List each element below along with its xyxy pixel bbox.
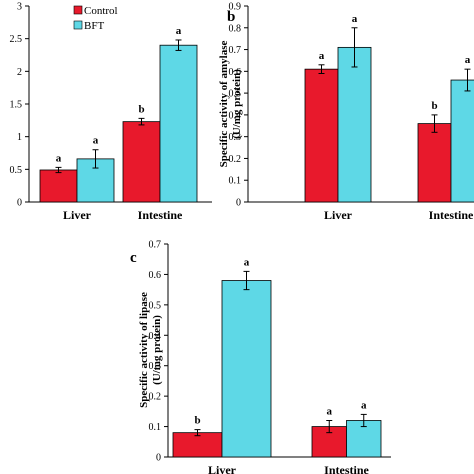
category-label: Intestine [429, 208, 474, 222]
category-label: Liver [324, 208, 353, 222]
y-tick-label: 0.2 [149, 392, 162, 403]
significance-letter: a [93, 135, 99, 147]
bar-control-liver [172, 432, 223, 458]
y-tick-label: 0 [156, 453, 161, 464]
y-tick-label: 1.5 [10, 100, 23, 111]
significance-letter: a [56, 152, 62, 164]
bar-bft-intestine [159, 44, 198, 203]
category-label: Intestine [138, 208, 183, 222]
significance-letter: a [176, 25, 182, 37]
significance-letter: a [327, 405, 333, 417]
y-axis-label: (U/mg protein) [151, 315, 163, 385]
legend-swatch-control [73, 5, 83, 15]
y-tick-label: 0.5 [149, 300, 162, 311]
chart-panel-c: 0 0.1 0.2 0.3 0.4 0.5 0.6 0.7 b a Liver a a Intestine… [130, 240, 391, 474]
significance-letter: a [352, 13, 358, 25]
y-tick-label: 0.6 [149, 270, 162, 281]
y-tick-label: 2.5 [10, 34, 23, 45]
y-tick-label: 0.6 [229, 67, 242, 78]
y-tick-label: 0.2 [229, 154, 242, 165]
y-tick-label: 3 [17, 2, 22, 13]
y-tick-label: 0.8 [229, 23, 242, 34]
y-tick-label: 0.3 [149, 361, 162, 372]
significance-letter: b [194, 415, 200, 427]
panel-label: b [227, 9, 235, 25]
y-tick-label: 0.3 [229, 132, 242, 143]
y-tick-label: 0 [236, 198, 241, 209]
y-tick-label: 0.5 [10, 165, 23, 176]
chart-panel-a: 0 0.5 1 1.5 2 2.5 3 a a Liver b a Intestine [10, 2, 212, 222]
category-label: Intestine [324, 463, 369, 474]
y-axis-label: Specific activity of amylase [218, 40, 230, 167]
category-label: Liver [208, 463, 237, 474]
significance-letter: b [431, 100, 437, 112]
panel-label: c [130, 250, 137, 266]
legend-label-bft: BFT [84, 20, 104, 32]
bar-control-liver [304, 68, 339, 203]
y-tick-label: 0.1 [229, 176, 242, 187]
significance-letter: b [138, 103, 144, 115]
y-tick-label: 0 [17, 198, 22, 209]
significance-letter: a [361, 399, 367, 411]
bar-bft-liver [221, 280, 272, 458]
y-tick-label: 0.4 [229, 110, 242, 121]
y-tick-label: 0.7 [149, 240, 162, 251]
y-tick-label: 0.7 [229, 45, 242, 56]
legend-label-control: Control [84, 5, 118, 17]
chart-panel-b: 0 0.1 0.2 0.3 0.4 0.5 0.6 0.7 0.8 0.9 a a Liver b a Int… [218, 2, 474, 222]
category-label: Liver [63, 208, 92, 222]
y-tick-label: 0.1 [149, 422, 162, 433]
bar-bft-liver [337, 46, 372, 203]
y-axis-label: (U/mg protein) [231, 69, 243, 139]
y-tick-label: 2 [17, 67, 22, 78]
bar-control-intestine [417, 123, 452, 203]
significance-letter: a [319, 50, 325, 62]
significance-letter: a [244, 256, 250, 268]
bar-control-liver [39, 169, 78, 203]
significance-letter: a [465, 54, 471, 66]
y-tick-label: 0.4 [149, 331, 162, 342]
legend-swatch-bft [73, 20, 83, 30]
y-tick-label: 0.9 [229, 2, 242, 13]
y-tick-label: 1 [17, 132, 22, 143]
y-tick-label: 0.5 [229, 89, 242, 100]
y-axis-label: Specific activity of lipase [138, 292, 150, 408]
bar-bft-intestine [450, 79, 474, 203]
legend: Control BFT [73, 5, 118, 32]
bar-control-intestine [122, 121, 161, 203]
